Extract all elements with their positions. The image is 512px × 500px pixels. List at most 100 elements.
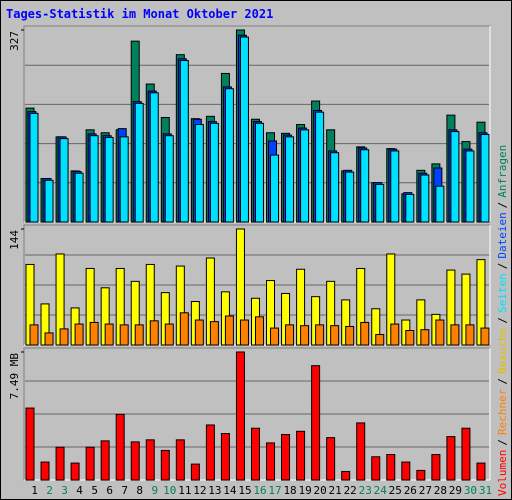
bar	[254, 316, 264, 346]
bar	[371, 456, 381, 481]
bar	[285, 136, 295, 223]
legend-entry: Rechner	[496, 388, 509, 435]
bar	[360, 321, 370, 346]
bar	[164, 135, 174, 223]
legend-separator: /	[496, 317, 509, 324]
bar	[450, 324, 460, 346]
legend: Volumen / Rechner / Besuche / Seiten / Dateien / A…	[496, 145, 509, 496]
bar	[465, 324, 475, 346]
bar	[29, 324, 39, 346]
bar	[179, 60, 189, 223]
bar	[390, 150, 400, 223]
bar	[89, 321, 99, 346]
bar	[330, 325, 340, 346]
x-tick-label: 16	[253, 484, 266, 497]
bar	[416, 469, 426, 481]
x-tick-label: 6	[106, 484, 113, 497]
bar	[420, 329, 430, 346]
bar	[194, 124, 204, 223]
bar	[311, 365, 321, 481]
bar	[360, 149, 370, 223]
x-tick-label: 31	[479, 484, 492, 497]
x-tick-label: 5	[91, 484, 98, 497]
bar	[480, 327, 490, 346]
x-tick-label: 18	[283, 484, 296, 497]
x-tick-label: 26	[404, 484, 417, 497]
x-tick-label: 22	[344, 484, 357, 497]
bar	[44, 332, 54, 346]
x-tick-label: 4	[76, 484, 83, 497]
bar	[104, 323, 114, 346]
bar	[44, 179, 54, 223]
x-tick-label: 17	[268, 484, 281, 497]
x-tick-label: 30	[464, 484, 477, 497]
bar	[296, 430, 306, 481]
legend-entry: Seiten	[496, 273, 509, 313]
bar	[179, 312, 189, 346]
bar	[205, 424, 215, 481]
x-tick-label: 8	[136, 484, 143, 497]
bar	[25, 407, 35, 481]
bar	[345, 325, 355, 346]
legend-entry: Volumen	[496, 450, 509, 496]
x-tick-label: 1	[31, 484, 38, 497]
x-tick-label: 21	[329, 484, 342, 497]
legend-entry: Besuche	[496, 328, 509, 374]
bar	[345, 171, 355, 223]
bar	[270, 154, 280, 223]
bar	[175, 439, 185, 481]
bar	[190, 463, 200, 481]
x-tick-label: 11	[178, 484, 191, 497]
bar	[465, 150, 475, 223]
bar	[330, 152, 340, 223]
legend-entry: Dateien	[496, 212, 509, 258]
x-tick-label: 27	[419, 484, 432, 497]
x-tick-label: 2	[46, 484, 53, 497]
x-tick-label: 25	[389, 484, 402, 497]
bar	[209, 122, 219, 223]
bar	[70, 462, 80, 481]
bar	[220, 433, 230, 481]
bar	[89, 135, 99, 223]
bar	[29, 112, 39, 223]
legend-separator: /	[496, 202, 509, 209]
x-tick-label: 14	[223, 484, 237, 497]
bar	[281, 434, 291, 481]
bar	[134, 102, 144, 223]
legend-separator: /	[496, 378, 509, 385]
bar	[326, 437, 336, 481]
bar	[285, 324, 295, 346]
bar	[104, 136, 114, 223]
bar	[100, 440, 110, 481]
bar	[59, 138, 69, 223]
bar	[461, 427, 471, 481]
x-tick-label: 20	[314, 484, 327, 497]
y-tick-label: 327	[8, 31, 21, 51]
bar	[149, 92, 159, 223]
bar	[390, 323, 400, 346]
bar	[239, 36, 249, 223]
bar	[134, 324, 144, 346]
bar	[341, 470, 351, 481]
x-tick-label: 15	[238, 484, 251, 497]
x-tick-label: 23	[359, 484, 372, 497]
bar	[315, 111, 325, 223]
x-tick-label: 7	[121, 484, 128, 497]
bar	[446, 436, 456, 481]
bar	[375, 334, 385, 346]
legend-entry: Anfragen	[496, 145, 509, 198]
bar	[209, 321, 219, 346]
legend-separator: /	[496, 263, 509, 270]
bar	[405, 330, 415, 346]
bar	[145, 439, 155, 481]
x-tick-label: 9	[151, 484, 158, 497]
bar	[149, 320, 159, 346]
bar	[450, 131, 460, 223]
chart-title: Tages-Statistik im Monat Oktober 2021	[6, 7, 273, 21]
bar	[224, 88, 234, 223]
bar	[130, 441, 140, 481]
x-tick-label: 12	[193, 484, 206, 497]
x-tick-label: 28	[434, 484, 447, 497]
bar	[224, 315, 234, 346]
